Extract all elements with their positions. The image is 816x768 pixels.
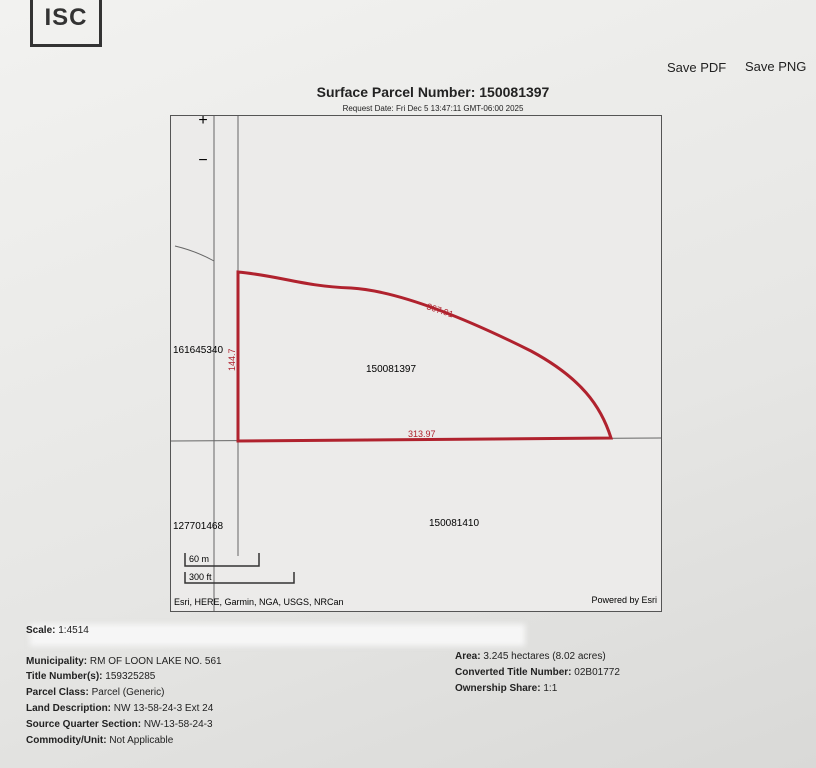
redacted-area (30, 624, 525, 646)
map: + − 161645340 150081397 127701468 150081… (170, 115, 662, 612)
detail-label: Parcel Class: (26, 687, 89, 698)
detail-row: Source Quarter Section: NW-13-58-24-3 (26, 719, 213, 730)
detail-value: 1:4514 (58, 625, 89, 636)
detail-row: Commodity/Unit: Not Applicable (26, 735, 173, 746)
parcel-label: 161645340 (173, 345, 223, 356)
detail-value: RM OF LOON LAKE NO. 561 (89, 656, 222, 667)
scale-bar (184, 572, 295, 584)
parcel-label: 127701468 (173, 521, 223, 532)
detail-label: Title Number(s): (26, 671, 103, 682)
detail-value: NW 13-58-24-3 Ext 24 (113, 703, 214, 714)
detail-label: Land Description: (26, 703, 112, 714)
detail-row: Municipality: RM OF LOON LAKE NO. 561 (26, 656, 222, 667)
detail-row: Title Number(s): 159325285 (26, 671, 155, 682)
scale-label: 60 m (189, 554, 209, 564)
scale-label: 300 ft (189, 572, 212, 582)
dimension-label: 313.97 (408, 429, 436, 439)
scale-bar (184, 553, 260, 567)
detail-value: NW-13-58-24-3 (143, 719, 213, 730)
zoom-in[interactable]: + (198, 116, 207, 129)
detail-row: Scale: 1:4514 (26, 625, 89, 636)
detail-label: Ownership Share: (455, 683, 541, 694)
detail-row: Converted Title Number: 02B01772 (455, 667, 620, 678)
detail-value: 02B01772 (574, 667, 620, 678)
dimension-label: 367.91 (425, 301, 454, 319)
parcel-label: 150081410 (429, 518, 479, 529)
save-pdf-button[interactable]: Save PDF (667, 60, 727, 75)
detail-value: 1:1 (543, 683, 558, 694)
detail-value: Not Applicable (109, 735, 174, 746)
detail-label: Converted Title Number: (455, 667, 572, 678)
detail-label: Area: (455, 651, 481, 662)
detail-value: 159325285 (105, 671, 156, 682)
logo: ISC (30, 0, 102, 47)
road (174, 245, 215, 262)
detail-label: Scale: (26, 625, 56, 636)
map-canvas: + − 161645340 150081397 127701468 150081… (171, 116, 661, 611)
detail-row: Area: 3.245 hectares (8.02 acres) (455, 651, 606, 662)
parcel-label: 150081397 (366, 364, 416, 375)
save-png-button[interactable]: Save PNG (745, 59, 807, 74)
parcel-outline (236, 270, 614, 443)
request-date: Request Date: Fri Dec 5 13:47:11 GMT-06:… (342, 104, 524, 113)
detail-label: Municipality: (26, 656, 88, 667)
detail-row: Land Description: NW 13-58-24-3 Ext 24 (26, 703, 213, 714)
detail-row: Ownership Share: 1:1 (455, 683, 557, 694)
detail-value: Parcel (Generic) (91, 687, 165, 698)
detail-row: Parcel Class: Parcel (Generic) (26, 687, 164, 698)
detail-label: Source Quarter Section: (26, 719, 142, 730)
detail-label: Commodity/Unit: (26, 735, 107, 746)
title: Surface Parcel Number: 150081397 (316, 84, 550, 100)
attribution: Esri, HERE, Garmin, NGA, USGS, NRCan (174, 597, 344, 607)
powered-by: Powered by Esri (591, 595, 657, 605)
detail-value: 3.245 hectares (8.02 acres) (483, 651, 606, 662)
dimension-label: 144.7 (227, 348, 237, 371)
zoom-out[interactable]: − (198, 152, 207, 169)
